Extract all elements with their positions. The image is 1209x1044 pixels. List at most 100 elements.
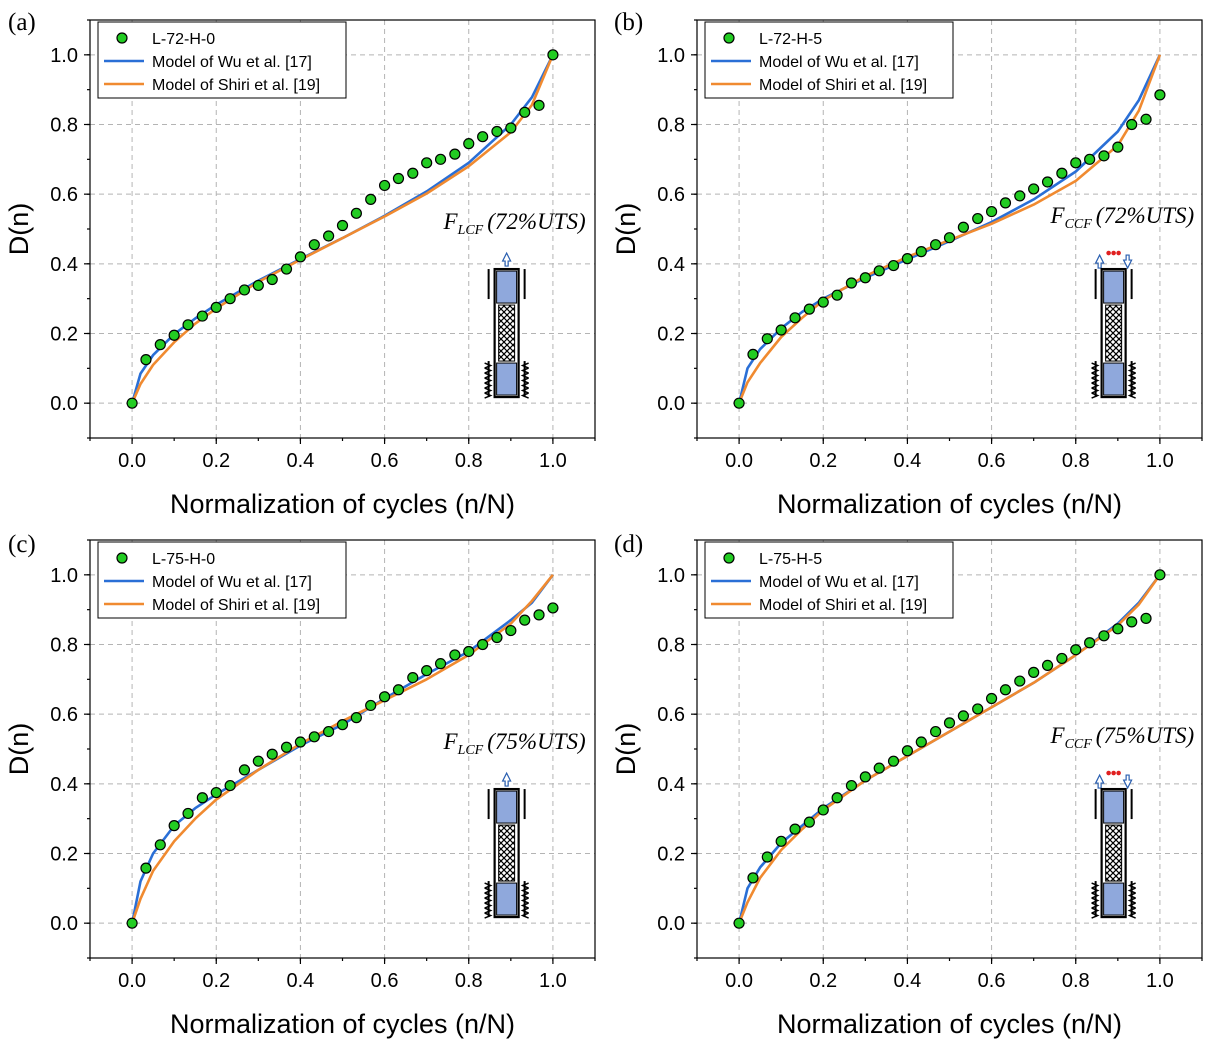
x-tick-label: 0.4 — [894, 970, 922, 992]
y-axis-label: D(n) — [4, 203, 34, 256]
data-point — [407, 671, 419, 684]
data-point — [126, 397, 138, 409]
clamp-tooth-left — [1091, 372, 1100, 379]
legend: L-72-H-5 Model of Wu et al. [17] Model of … — [704, 21, 954, 99]
data-point — [294, 251, 307, 263]
legend-label: Model of Shiri et al. [19] — [759, 77, 927, 94]
data-point — [154, 839, 166, 851]
load-annotation: FCCF (75%UTS) — [1050, 723, 1195, 752]
data-point — [280, 263, 293, 275]
x-tick-label: 0.6 — [371, 970, 399, 992]
clamp-tooth-right — [1127, 367, 1136, 374]
data-point — [336, 219, 349, 232]
clamp-tooth-right — [1127, 887, 1136, 894]
clamp-tooth-right — [1127, 902, 1136, 909]
legend-label: Model of Wu et al. [17] — [759, 54, 919, 71]
clamp-tooth-left — [1091, 367, 1100, 374]
corrosion-dot-1 — [1106, 250, 1111, 256]
data-point — [1154, 89, 1166, 101]
clamp-tooth-right — [1127, 392, 1136, 399]
y-tick-label: 0.8 — [657, 635, 685, 657]
y-tick-label: 1.0 — [50, 565, 78, 587]
legend-label: Model of Wu et al. [17] — [152, 54, 312, 71]
clamp-tooth-right — [520, 912, 529, 919]
data-point — [519, 106, 531, 118]
corrosion-dot-2 — [1111, 770, 1116, 776]
legend-marker — [116, 32, 128, 44]
data-point — [238, 764, 251, 776]
x-tick-label: 0.4 — [287, 970, 315, 992]
x-axis-label: Normalization of cycles (n/N) — [777, 489, 1122, 519]
y-tick-label: 0.0 — [50, 393, 78, 415]
data-point — [491, 125, 503, 138]
x-tick-label: 1.0 — [1146, 970, 1174, 992]
data-point — [747, 348, 759, 360]
legend-label: L-72-H-0 — [152, 31, 215, 48]
y-tick-label: 0.0 — [657, 393, 685, 415]
panel-label: (a) — [8, 9, 36, 36]
y-tick-label: 0.4 — [50, 254, 78, 276]
data-point — [733, 397, 745, 409]
clamp-tooth-left — [1091, 887, 1100, 894]
x-tick-label: 0.6 — [978, 970, 1006, 992]
clamp-tooth-left — [1091, 382, 1100, 389]
y-tick-label: 0.6 — [657, 704, 685, 726]
data-point — [294, 736, 307, 748]
y-tick-label: 1.0 — [50, 45, 78, 67]
data-point — [1041, 176, 1054, 188]
load-arrow-down-icon — [1122, 774, 1133, 790]
data-point — [733, 917, 745, 929]
data-point — [280, 741, 293, 753]
y-axis-label: D(n) — [611, 723, 641, 776]
data-point — [1154, 569, 1166, 581]
clamp-tooth-right — [520, 382, 529, 389]
clamp-tooth-left — [484, 907, 493, 914]
data-point — [1098, 630, 1110, 642]
data-point — [1028, 666, 1040, 678]
chart-panel-d: (d) 0.0 0.2 0.4 0.6 0.8 1.0 0.0 0.2 0.4 0.6 0.8 1.0 N… — [611, 531, 1203, 1039]
legend-label: Model of Shiri et al. [19] — [152, 597, 320, 614]
data-point — [449, 148, 461, 160]
y-tick-label: 0.0 — [50, 913, 78, 935]
legend-marker — [723, 32, 735, 44]
corrosion-dot-2 — [1111, 250, 1116, 256]
data-point — [463, 645, 475, 658]
data-point — [491, 631, 503, 644]
chart-panel-c: (c) 0.0 0.2 0.4 0.6 0.8 1.0 0.0 0.2 0.4 0.6 0.8 1.0 N… — [4, 531, 596, 1039]
data-point — [365, 699, 377, 712]
data-point — [421, 157, 433, 169]
data-point — [803, 303, 815, 315]
data-point — [449, 649, 461, 661]
legend-label: Model of Shiri et al. [19] — [152, 77, 320, 94]
data-point — [985, 692, 998, 705]
legend-label: Model of Shiri et al. [19] — [759, 597, 927, 614]
x-tick-label: 0.4 — [894, 450, 922, 472]
data-point — [350, 712, 362, 724]
clamp-tooth-right — [520, 372, 529, 379]
load-arrow-up-icon — [1094, 253, 1105, 269]
data-point — [365, 193, 377, 205]
data-point — [1070, 157, 1082, 169]
legend: L-75-H-5 Model of Wu et al. [17] Model of … — [704, 541, 954, 619]
y-tick-label: 1.0 — [657, 45, 685, 67]
data-point — [930, 725, 942, 738]
clamp-tooth-right — [1127, 387, 1136, 394]
x-tick-label: 0.0 — [725, 970, 753, 992]
data-point — [505, 624, 517, 637]
x-tick-label: 1.0 — [539, 970, 567, 992]
clamp-tooth-left — [484, 897, 493, 904]
clamp-tooth-right — [520, 377, 529, 384]
data-point — [789, 823, 801, 835]
x-tick-label: 0.0 — [118, 970, 146, 992]
load-arrow-down-icon — [1122, 254, 1133, 270]
clamp-tooth-left — [1091, 362, 1100, 369]
data-point — [547, 602, 559, 614]
clamp-tooth-right — [1127, 907, 1136, 914]
legend-label: L-75-H-0 — [152, 551, 215, 568]
specimen-grip-top — [496, 790, 518, 824]
x-tick-label: 0.8 — [1062, 450, 1090, 472]
clamp-tooth-right — [1127, 892, 1136, 899]
data-point — [210, 301, 222, 313]
x-tick-label: 0.2 — [202, 450, 230, 472]
y-tick-label: 0.6 — [50, 184, 78, 206]
